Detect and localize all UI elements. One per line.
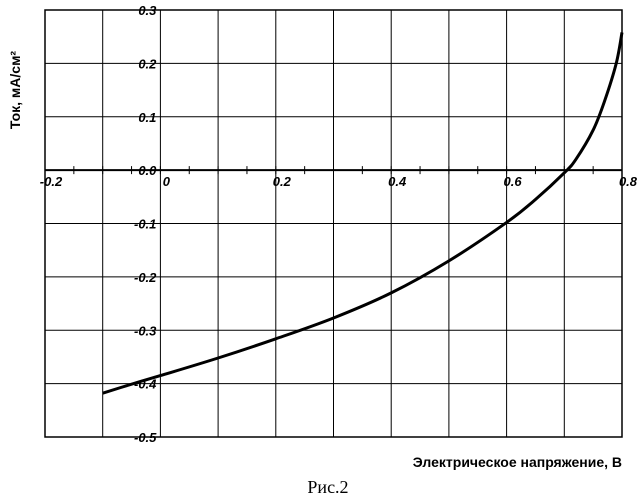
series-line [102, 32, 624, 395]
y-tick-label: 0.1 [138, 110, 156, 125]
grid [44, 9, 623, 438]
y-tick-label: 0.0 [138, 163, 157, 178]
y-tick-label: -0.3 [134, 323, 157, 338]
x-tick-label: -0.2 [40, 174, 63, 189]
x-tick-label: 0 [163, 174, 171, 189]
y-tick-label: 0.2 [138, 56, 157, 71]
x-tick-label: 0.8 [619, 174, 638, 189]
x-tick-labels: -0.2 0 0.2 0.4 0.6 0.8 [40, 174, 638, 189]
x-tick-label: 0.6 [504, 174, 523, 189]
x-axis-title: Электрическое напряжение, В [413, 454, 622, 470]
x-tick-label: 0.2 [273, 174, 292, 189]
series-lines [102, 32, 624, 395]
y-axis-title: Ток, мА/см² [7, 51, 23, 130]
plot-frame [44, 9, 623, 438]
y-tick-label: -0.5 [134, 430, 157, 445]
y-tick-label: -0.1 [134, 217, 156, 232]
x-tick-label: 0.4 [388, 174, 407, 189]
y-tick-label: -0.2 [134, 270, 157, 285]
y-tick-label: 0.3 [138, 3, 157, 18]
figure-caption: Рис.2 [307, 477, 348, 497]
plot-border [44, 9, 623, 438]
